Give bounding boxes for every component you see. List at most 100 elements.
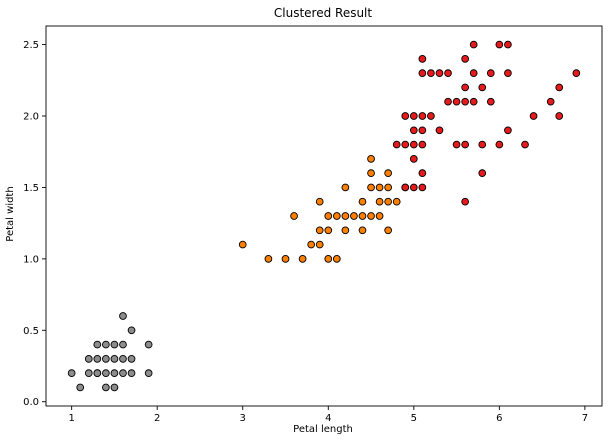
data-point <box>409 140 418 149</box>
data-point <box>102 369 110 377</box>
data-point <box>529 112 538 120</box>
x-tick-label: 1 <box>68 413 74 424</box>
x-tick-label: 2 <box>154 413 160 424</box>
data-point <box>495 40 504 49</box>
data-point <box>427 112 435 120</box>
data-point <box>102 383 110 392</box>
data-point <box>555 112 564 120</box>
y-tick-label: 1.0 <box>23 254 39 265</box>
data-point <box>127 326 136 335</box>
y-tick-label: 1.5 <box>23 183 39 194</box>
data-point <box>110 340 119 349</box>
data-point <box>401 140 410 149</box>
y-tick-label: 2.5 <box>23 40 39 51</box>
data-point <box>418 112 427 120</box>
y-tick-label: 0.5 <box>23 326 39 337</box>
data-point <box>315 240 324 249</box>
data-point <box>367 183 375 192</box>
data-point <box>102 355 110 363</box>
data-point <box>358 212 367 220</box>
data-point <box>486 97 495 106</box>
data-point <box>375 212 384 220</box>
y-tick-label: 0.0 <box>23 397 39 408</box>
plot-frame <box>45 25 603 407</box>
data-point <box>290 212 298 220</box>
data-point <box>521 140 529 149</box>
data-point <box>572 69 581 77</box>
data-point <box>452 97 461 106</box>
data-point <box>555 83 564 92</box>
data-point <box>409 183 418 192</box>
data-point <box>119 312 127 320</box>
data-point <box>427 69 435 77</box>
data-point <box>444 69 452 77</box>
data-point <box>461 140 469 149</box>
data-point <box>546 97 555 106</box>
data-point <box>367 212 375 220</box>
data-point <box>110 383 119 392</box>
x-tick-label: 5 <box>411 413 417 424</box>
data-point <box>461 83 469 92</box>
data-point <box>119 369 127 377</box>
data-point <box>341 212 350 220</box>
data-point <box>384 197 393 206</box>
data-point <box>238 240 247 249</box>
x-axis-label: Petal length <box>293 424 353 435</box>
data-point <box>264 255 273 263</box>
data-point <box>110 355 119 363</box>
data-point <box>469 97 478 106</box>
x-tick-label: 4 <box>325 413 331 424</box>
data-point <box>478 169 487 177</box>
chart-title: Clustered Result <box>274 6 373 20</box>
data-point <box>358 226 367 235</box>
data-point <box>461 97 469 106</box>
data-point <box>67 369 76 377</box>
data-point <box>281 255 290 263</box>
data-point <box>93 355 102 363</box>
data-point <box>110 369 119 377</box>
y-axis-label: Petal width <box>5 186 16 241</box>
data-point <box>315 197 324 206</box>
data-point <box>469 69 478 77</box>
x-tick-label: 3 <box>240 413 246 424</box>
data-point <box>384 226 393 235</box>
data-point <box>315 226 324 235</box>
data-point <box>401 183 410 192</box>
data-point <box>409 155 418 163</box>
data-point <box>409 126 418 135</box>
data-point <box>375 183 384 192</box>
data-point <box>127 369 136 377</box>
data-point <box>418 69 427 77</box>
data-point <box>332 255 341 263</box>
data-point <box>350 212 358 220</box>
data-point <box>478 140 487 149</box>
data-point <box>102 340 110 349</box>
data-point <box>367 155 375 163</box>
data-point <box>144 369 153 377</box>
data-point <box>358 197 367 206</box>
data-point <box>119 355 127 363</box>
data-point <box>392 197 401 206</box>
data-point <box>504 126 512 135</box>
data-point <box>375 197 384 206</box>
data-point <box>384 169 393 177</box>
data-point <box>93 369 102 377</box>
data-point <box>418 140 427 149</box>
data-point <box>418 55 427 63</box>
data-point <box>324 212 333 220</box>
data-point <box>384 183 393 192</box>
data-point <box>418 169 427 177</box>
data-point <box>307 240 316 249</box>
data-point <box>93 340 102 349</box>
data-point <box>495 140 504 149</box>
data-point <box>444 97 452 106</box>
plot-area: 1 2 3 4 5 6 7 0.0 0.5 1.0 1.5 2.0 2.5 <box>23 25 603 424</box>
data-point <box>84 369 93 377</box>
data-point <box>435 69 444 77</box>
data-point <box>418 126 427 135</box>
data-point <box>469 40 478 49</box>
data-point <box>435 126 444 135</box>
data-point <box>418 183 427 192</box>
x-tick-label: 6 <box>496 413 502 424</box>
data-point <box>504 69 512 77</box>
